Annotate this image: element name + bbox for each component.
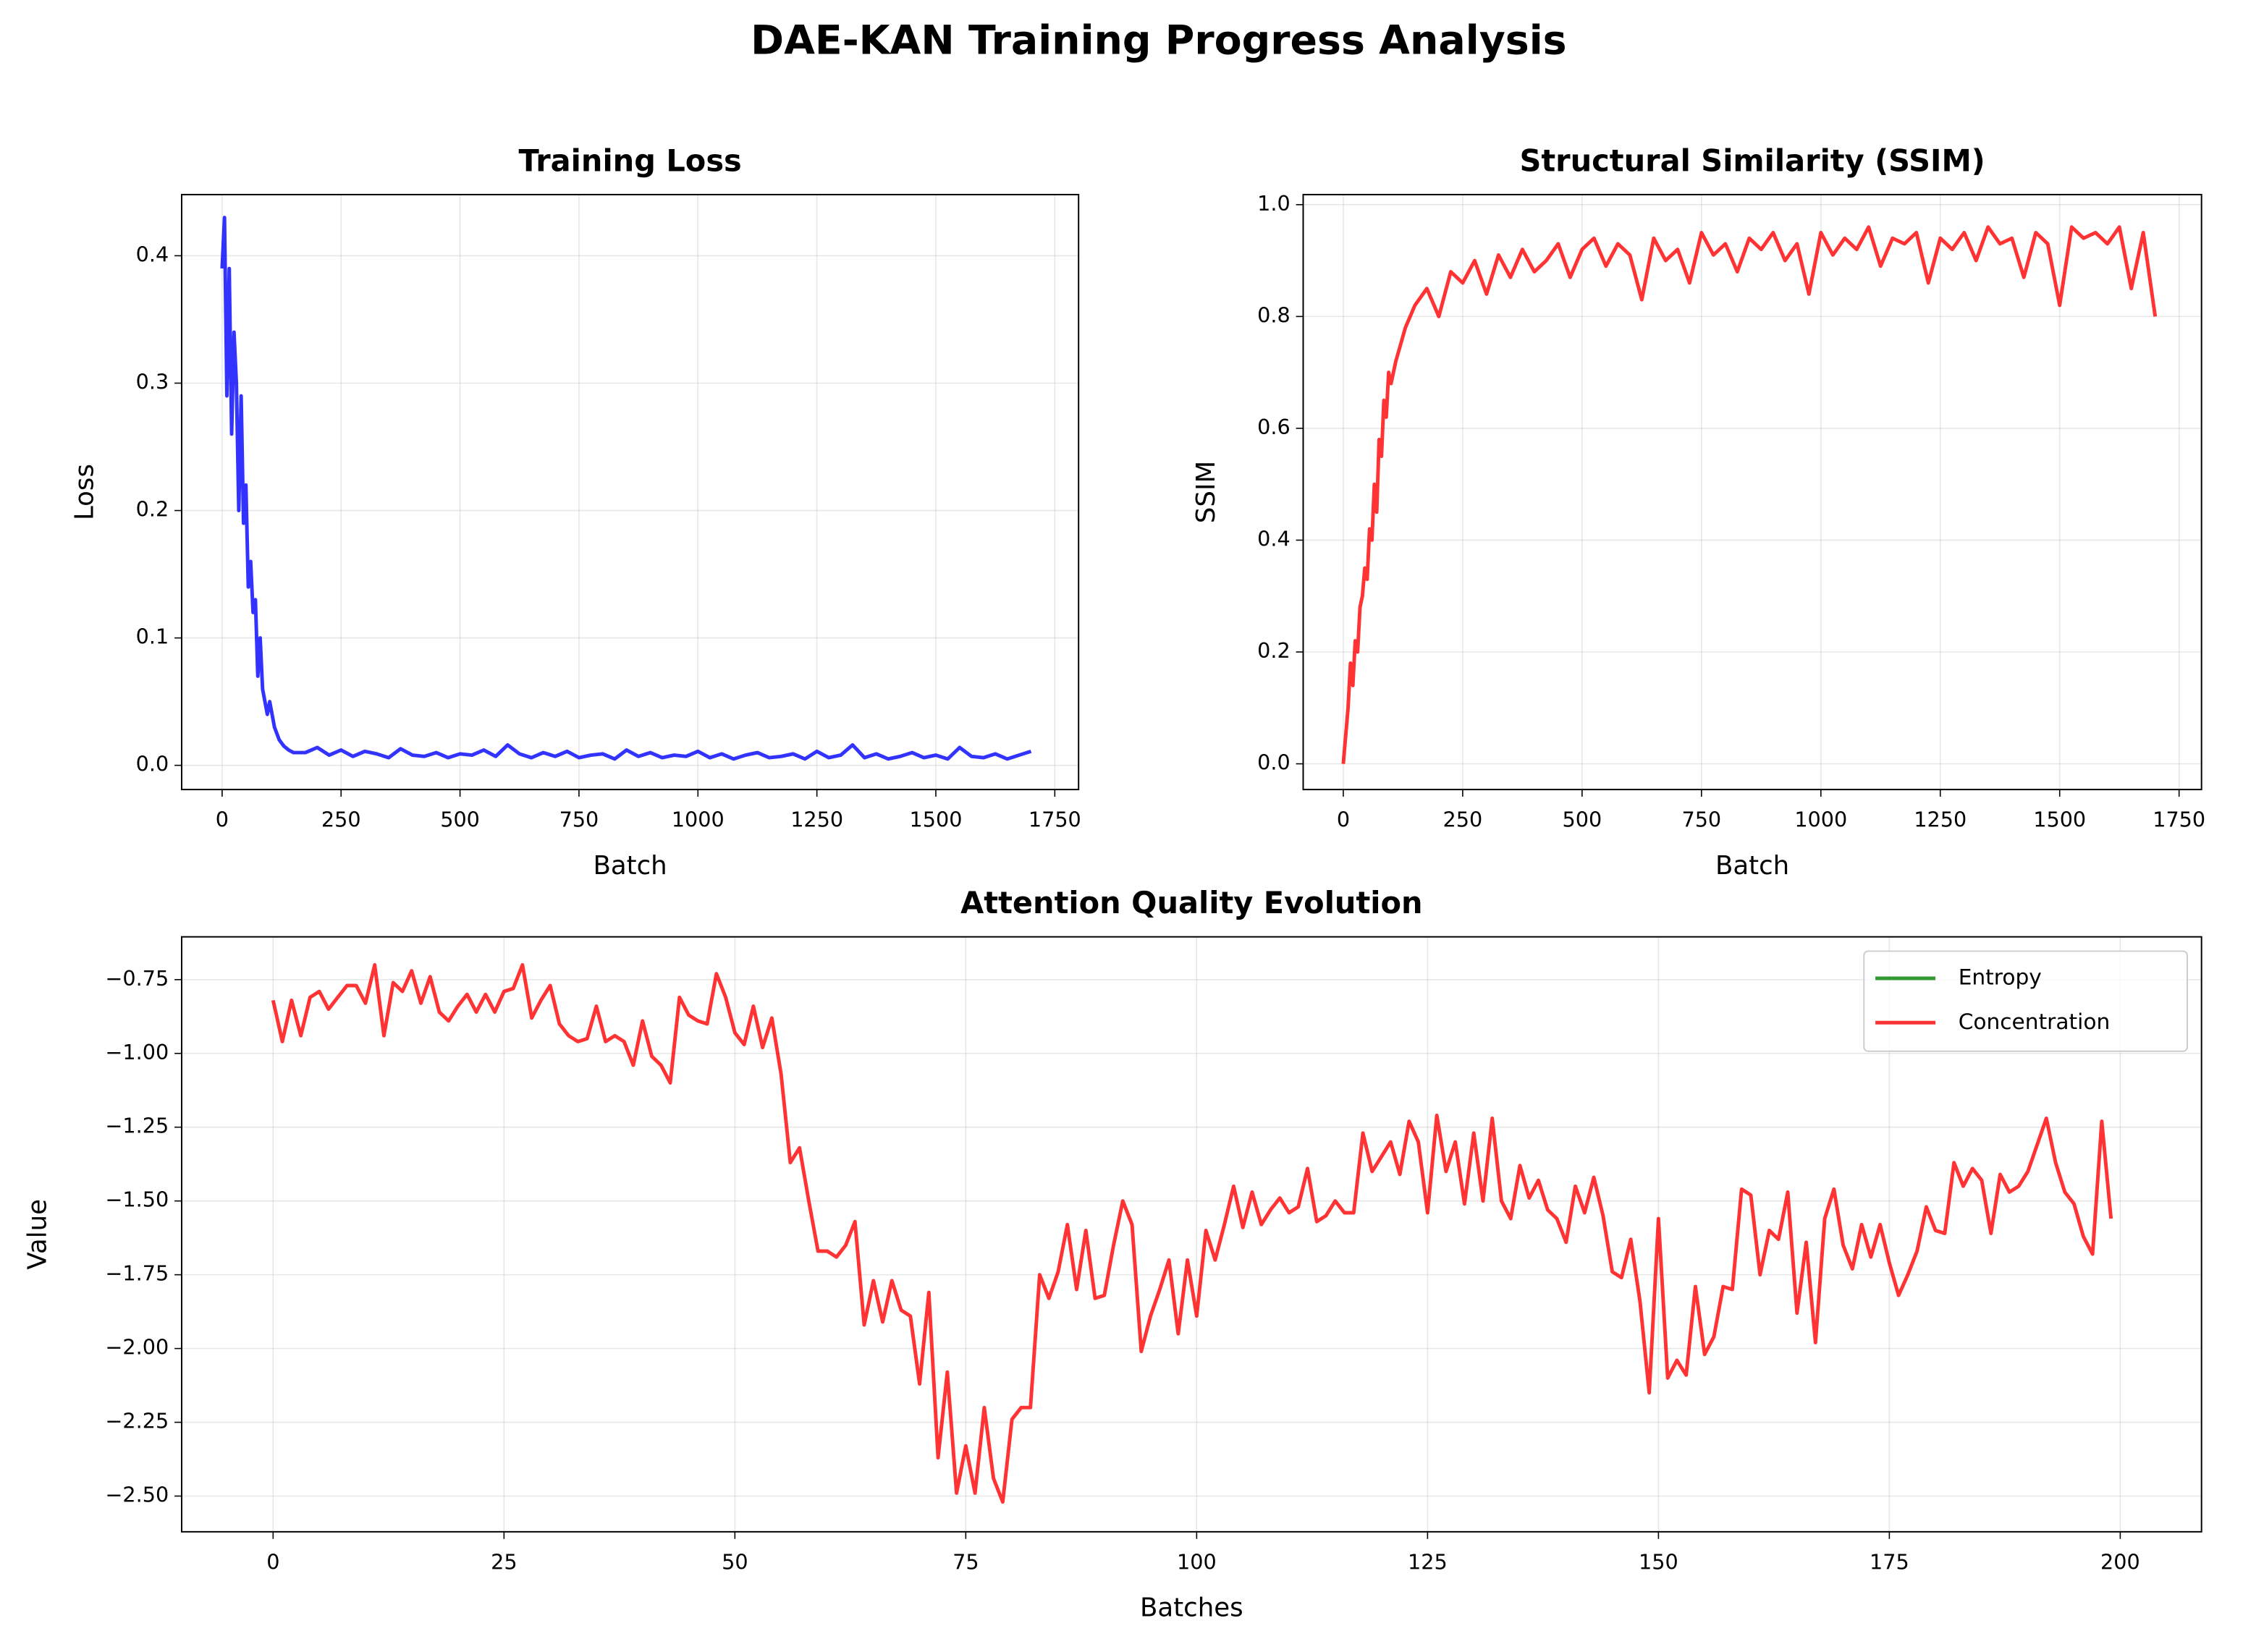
axes-frame [181, 936, 2202, 1533]
x-tick-label: 100 [1177, 1549, 1217, 1574]
x-tick-label: 750 [559, 808, 599, 832]
y-tick-label: −1.25 [105, 1114, 169, 1138]
legend-label: Concentration [1959, 1009, 2111, 1034]
axes-frame [181, 193, 1080, 791]
subplot: 0 25 50 75 100 125 150 175 200 −2.50 −2.25 −2.00 −1.… [22, 885, 2202, 1623]
x-axis-label: Batch [1715, 851, 1789, 881]
x-tick-label: 1750 [1028, 808, 1081, 832]
x-tick-label: 250 [1443, 808, 1483, 832]
subplot: 0 250 500 750 1000 1250 1500 1750 0.0 0.2 0.4 0.6 0.… [1191, 143, 2205, 880]
x-tick-label: 1750 [2153, 808, 2205, 832]
x-tick-label: 1500 [2033, 808, 2086, 832]
x-tick-label: 1250 [1914, 808, 1967, 832]
x-tick-label: 500 [1563, 808, 1602, 832]
y-tick-label: 0.4 [1257, 526, 1291, 551]
x-tick-label: 0 [216, 808, 229, 832]
y-tick-label: 1.0 [1257, 191, 1291, 216]
data-line [220, 216, 1032, 761]
x-tick-label: 250 [321, 808, 361, 832]
legend-label: Entropy [1959, 964, 2042, 989]
y-tick-label: −1.50 [105, 1187, 169, 1212]
y-tick-label: 0.0 [1257, 750, 1291, 775]
x-tick-label: 500 [440, 808, 480, 832]
y-tick-label: 0.8 [1257, 302, 1291, 327]
subplot-title: Training Loss [518, 143, 741, 178]
x-tick-label: 0 [1337, 808, 1350, 832]
axes-frame [1302, 193, 2202, 791]
y-tick-label: 0.6 [1257, 415, 1291, 439]
y-tick-label: −2.50 [105, 1483, 169, 1507]
x-tick-label: 1000 [672, 808, 725, 832]
y-axis-label: Loss [70, 464, 100, 520]
data-line [1341, 225, 2158, 764]
subplot-title: Attention Quality Evolution [960, 885, 1422, 920]
subplot-title: Structural Similarity (SSIM) [1519, 143, 1985, 178]
y-tick-label: 0.0 [136, 752, 169, 776]
data-line [271, 962, 2113, 1504]
y-tick-label: 0.4 [136, 242, 169, 266]
x-axis-label: Batches [1140, 1593, 1243, 1623]
x-tick-label: 175 [1870, 1549, 1909, 1574]
x-tick-label: 1500 [910, 808, 963, 832]
x-tick-label: 75 [952, 1549, 979, 1574]
figure-title: DAE-KAN Training Progress Analysis [751, 18, 1566, 64]
x-tick-label: 0 [266, 1549, 279, 1574]
y-axis-label: Value [22, 1199, 52, 1270]
x-tick-label: 200 [2100, 1549, 2140, 1574]
x-axis-label: Batch [593, 851, 667, 881]
x-tick-label: 750 [1681, 808, 1721, 832]
y-tick-label: 0.1 [136, 624, 169, 649]
x-tick-label: 50 [722, 1549, 748, 1574]
legend: Entropy Concentration [1863, 950, 2188, 1052]
x-tick-label: 150 [1639, 1549, 1678, 1574]
y-tick-label: −2.25 [105, 1409, 169, 1433]
y-axis-label: SSIM [1191, 461, 1221, 523]
legend-frame [1863, 950, 2188, 1052]
y-tick-label: 0.2 [136, 497, 169, 522]
x-tick-label: 1250 [790, 808, 843, 832]
y-tick-label: −1.00 [105, 1040, 169, 1064]
y-tick-label: −0.75 [105, 966, 169, 991]
x-tick-label: 1000 [1794, 808, 1847, 832]
subplot: 0 250 500 750 1000 1250 1500 1750 0.0 0.1 0.2 0.3 0.… [70, 143, 1081, 880]
x-tick-label: 25 [491, 1549, 517, 1574]
y-tick-label: 0.3 [136, 369, 169, 394]
y-tick-label: −2.00 [105, 1335, 169, 1360]
x-tick-label: 125 [1408, 1549, 1448, 1574]
y-tick-label: −1.75 [105, 1261, 169, 1286]
y-tick-label: 0.2 [1257, 638, 1291, 663]
